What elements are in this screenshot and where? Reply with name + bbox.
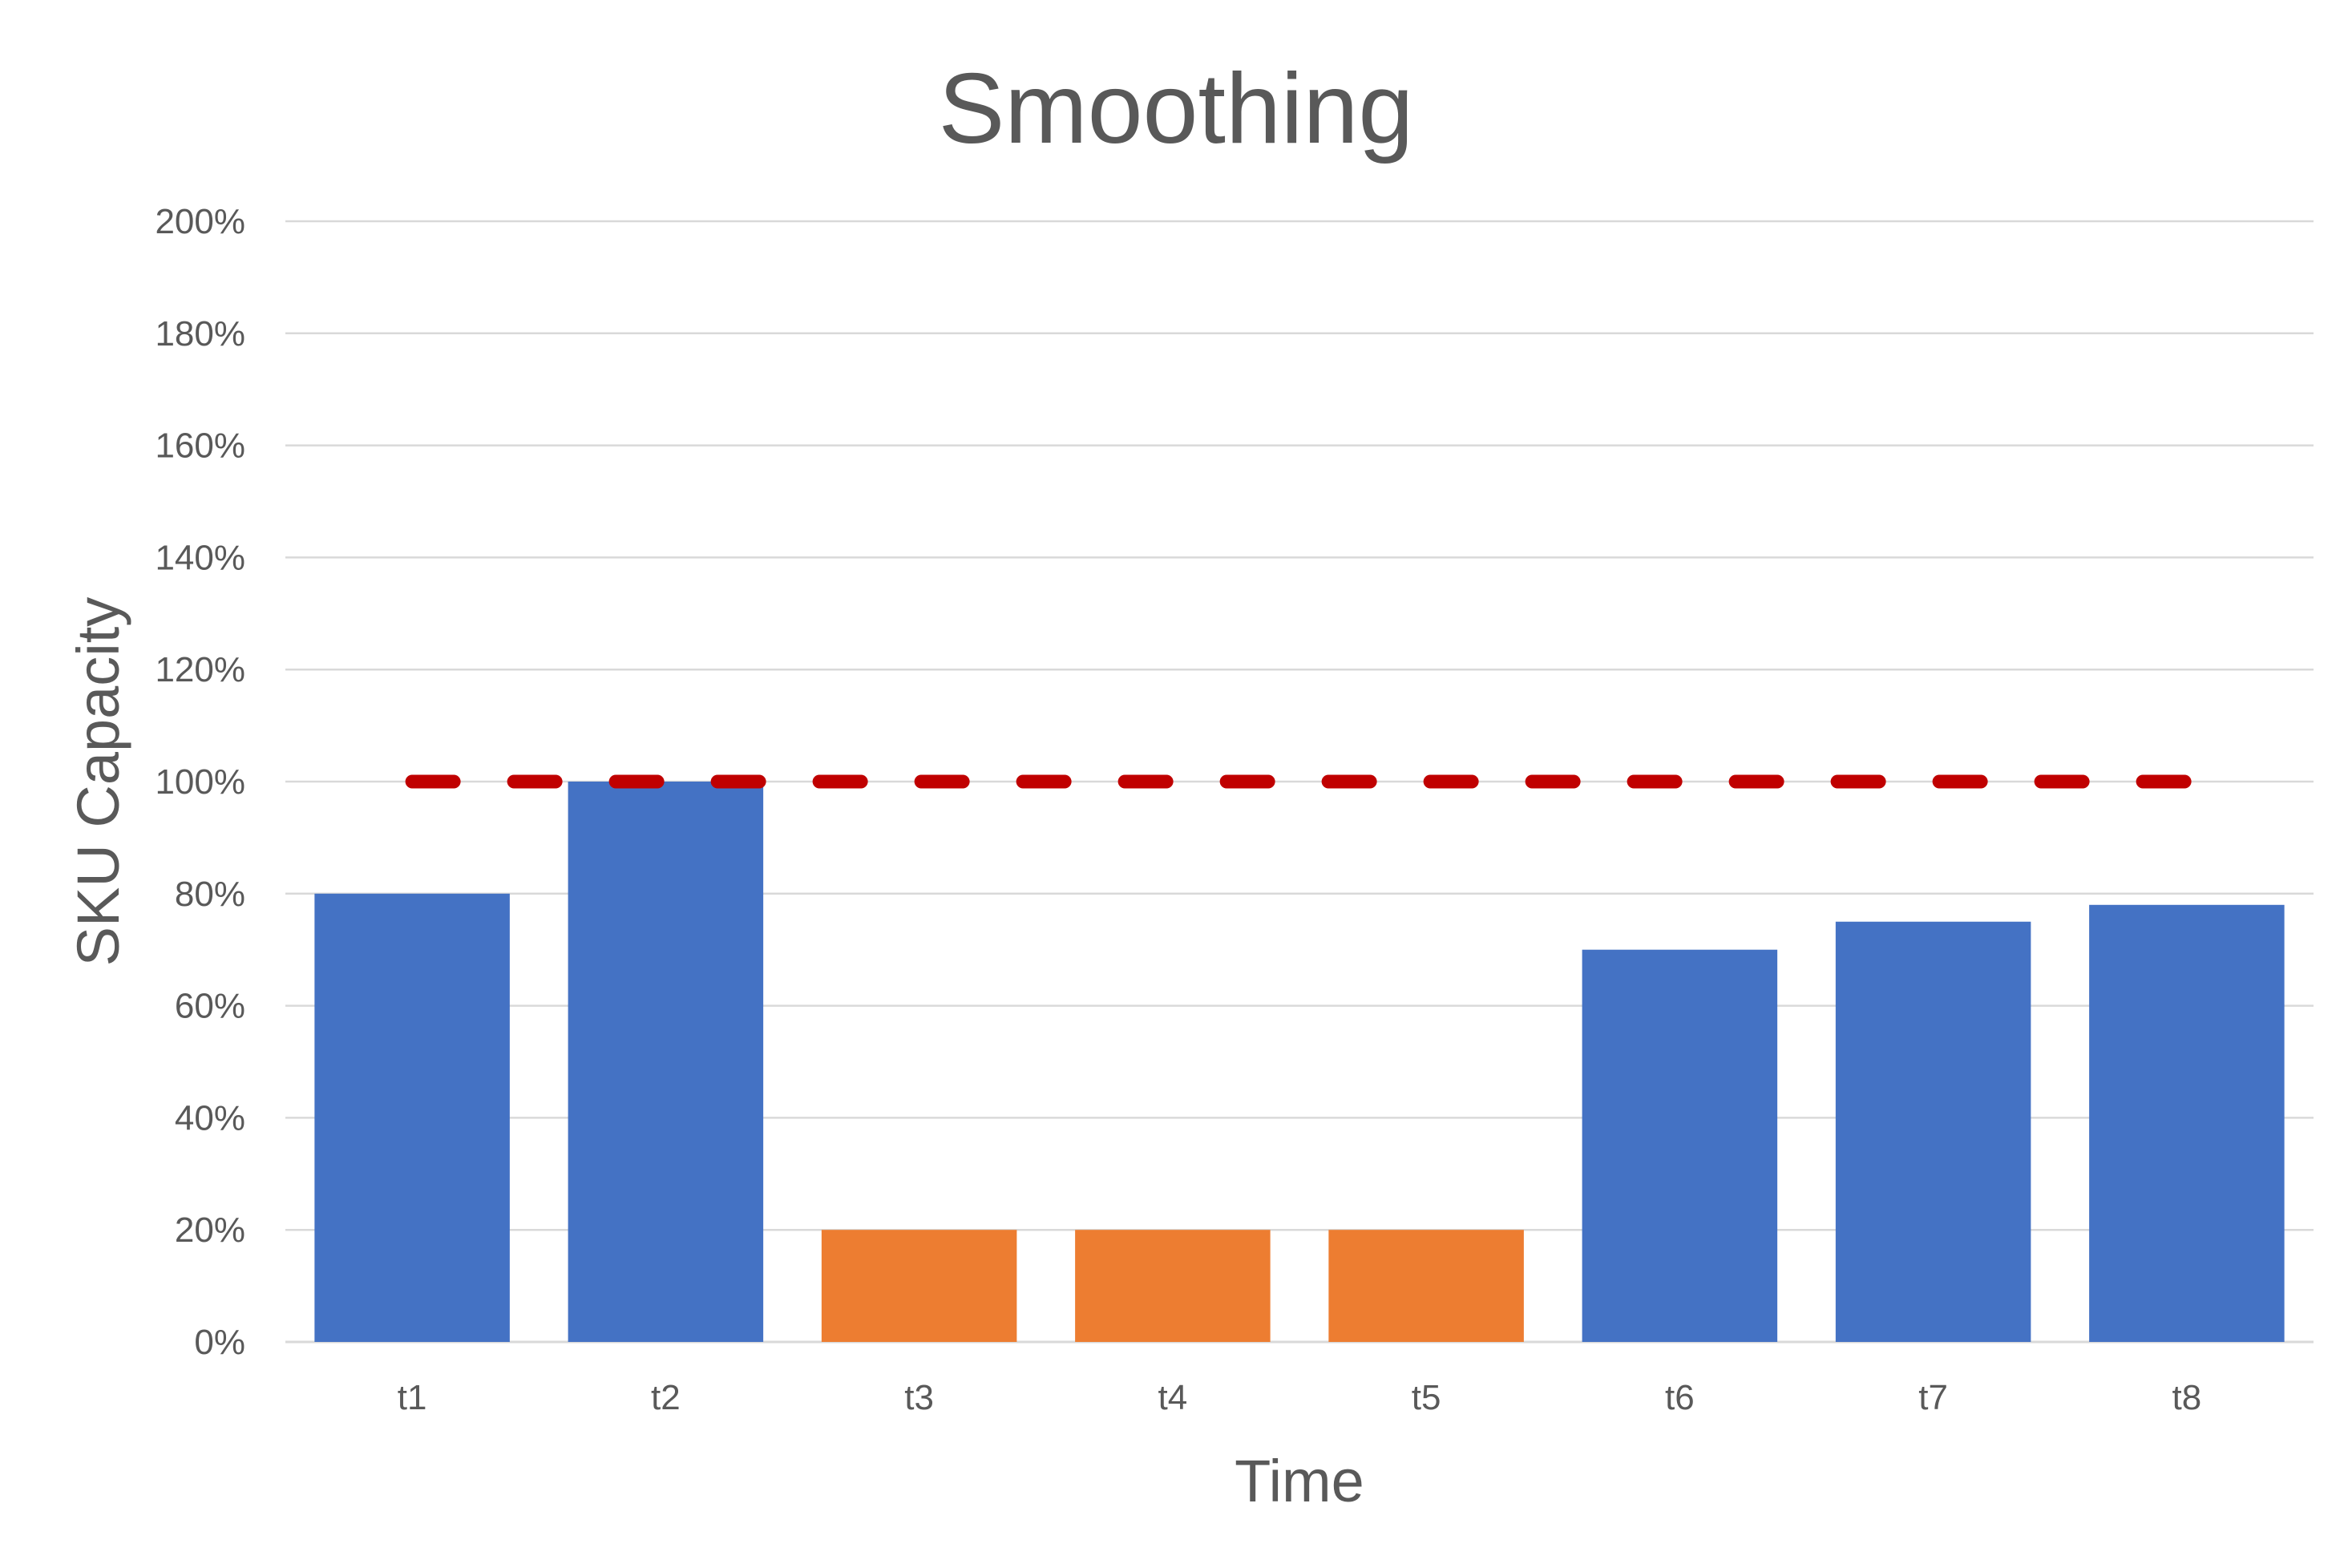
bar-t8: [2089, 904, 2285, 1342]
x-axis-title: Time: [1235, 1448, 1364, 1514]
x-tick-label: t1: [398, 1378, 427, 1417]
y-tick-label: 40%: [175, 1098, 245, 1138]
x-tick-label: t5: [1412, 1378, 1441, 1417]
y-tick-label: 160%: [155, 426, 245, 466]
bar-t1: [314, 893, 510, 1342]
y-tick-label: 60%: [175, 987, 245, 1026]
y-axis-title: SKU Capacity: [65, 597, 131, 967]
x-tick-label: t2: [651, 1378, 681, 1417]
x-tick-label: t4: [1158, 1378, 1188, 1417]
y-tick-label: 20%: [175, 1210, 245, 1250]
y-tick-label: 140%: [155, 538, 245, 577]
y-tick-label: 120%: [155, 650, 245, 689]
y-tick-label: 100%: [155, 762, 245, 802]
bar-t3: [821, 1230, 1017, 1342]
x-tick-label: t7: [1918, 1378, 1948, 1417]
x-tick-label: t3: [904, 1378, 934, 1417]
bar-t6: [1582, 949, 1778, 1342]
y-tick-label: 180%: [155, 314, 245, 354]
bars: [314, 782, 2285, 1342]
bar-t2: [568, 782, 764, 1342]
bar-t4: [1075, 1230, 1271, 1342]
bar-t7: [1835, 921, 2031, 1342]
x-tick-label: t6: [1665, 1378, 1695, 1417]
y-axis-ticks: 0% 20% 40% 60% 80% 100% 120% 140% 160% 180% 200%: [155, 202, 245, 1362]
bar-t5: [1328, 1230, 1524, 1342]
x-axis-ticks: t1 t2 t3 t4 t5 t6 t7 t8: [398, 1378, 2201, 1417]
y-tick-label: 200%: [155, 202, 245, 241]
chart-title: Smoothing: [939, 54, 1414, 164]
y-tick-label: 80%: [175, 875, 245, 914]
x-tick-label: t8: [2172, 1378, 2202, 1417]
y-tick-label: 0%: [194, 1323, 245, 1362]
